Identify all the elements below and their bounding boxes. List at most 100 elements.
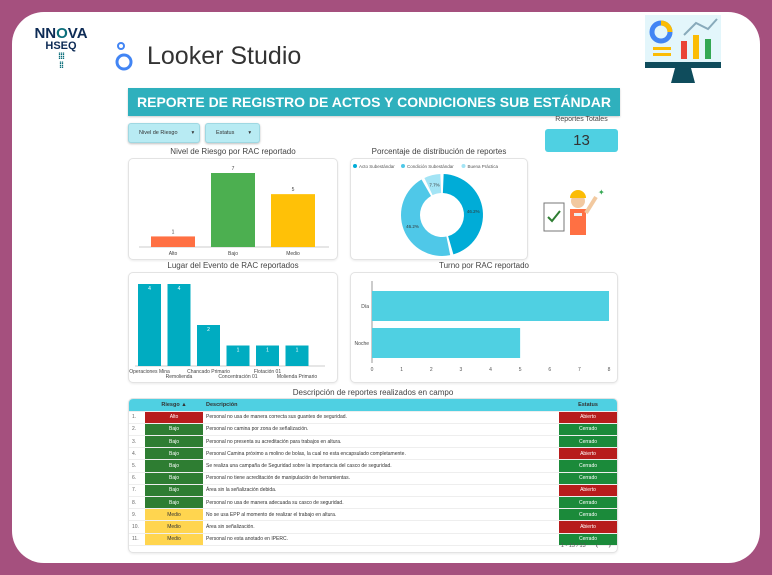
- table-row[interactable]: 10. Medio Área sin señalización. Abierto: [129, 520, 617, 534]
- description-cell: Personal no tiene acreditación de manipu…: [203, 472, 559, 485]
- x-tick-label: 3: [459, 367, 462, 373]
- bar: [256, 345, 279, 366]
- filter-nivel-riesgo[interactable]: Nivel de Riesgo ▾: [128, 123, 200, 143]
- pagination-range: 1 - 13 / 13: [560, 542, 586, 549]
- x-tick-label: Chancado Primario: [187, 369, 230, 375]
- legend-marker: [353, 164, 357, 168]
- nnova-logo: NNOVA HSEQ ⁞⁞⁞ ⁞⁞: [34, 25, 88, 70]
- dropdown-arrow-icon: ▾: [248, 130, 252, 136]
- table-row[interactable]: 11. Medio Personal no esta anotado en IP…: [129, 533, 617, 546]
- table-row[interactable]: 1. Alto Personal no usa de manera correc…: [129, 411, 617, 424]
- status-cell: Cerrado: [559, 496, 617, 510]
- risk-cell: Bajo: [145, 423, 203, 437]
- x-tick-label: 1: [400, 367, 403, 373]
- x-tick-label: Alto: [169, 251, 178, 257]
- legend-marker: [461, 164, 466, 168]
- distribution-donut-chart: Acto Subestándar Condición Subestándar Bue…: [350, 158, 528, 260]
- slice-label: 46.2%: [467, 209, 480, 214]
- next-page-icon[interactable]: ›: [608, 541, 611, 550]
- row-number: 3.: [129, 435, 145, 449]
- looker-logo-icon: [115, 42, 133, 71]
- chart-title: Porcentaje de distribución de reportes: [371, 147, 507, 156]
- dropdown-arrow-icon: ▾: [191, 130, 195, 136]
- y-tick-label: Noche: [355, 341, 370, 347]
- chart-title: Lugar del Evento de RAC reportados: [167, 261, 299, 270]
- description-cell: Personal no presenta su acreditación par…: [203, 435, 559, 449]
- risk-cell: Bajo: [145, 496, 203, 510]
- status-cell: Cerrado: [559, 533, 617, 546]
- risk-level-chart: 1 Alto 7 Bajo 5 Medio: [128, 158, 338, 260]
- table-row[interactable]: 9. Medio No se usa EPP al momento de rea…: [129, 508, 617, 522]
- description-cell: Área sin señalización.: [203, 520, 559, 534]
- kpi-total-reports: 13: [545, 129, 618, 152]
- column-header-estatus[interactable]: Estatus: [559, 399, 617, 412]
- status-cell: Cerrado: [559, 459, 617, 473]
- donut-slice: [442, 174, 483, 255]
- status-cell: Cerrado: [559, 508, 617, 522]
- x-tick-label: 4: [489, 367, 492, 373]
- row-number: 5.: [129, 459, 145, 473]
- table-row[interactable]: 2. Bajo Personal no camina por zona de s…: [129, 423, 617, 437]
- safety-worker-illustration: ✦: [543, 188, 605, 235]
- legend-label: Condición Subestándar: [407, 164, 454, 169]
- risk-cell: Medio: [145, 533, 203, 546]
- bar: [372, 328, 521, 358]
- legend-marker: [401, 164, 405, 168]
- row-number: 1.: [129, 411, 145, 424]
- bar: [167, 284, 191, 366]
- description-cell: Personal Camina próximo a molino de bola…: [203, 447, 559, 461]
- x-tick-label: Concentración 01: [218, 374, 257, 380]
- svg-text:✦: ✦: [598, 188, 605, 197]
- x-tick-label: 6: [548, 367, 551, 373]
- status-cell: Abierto: [559, 520, 617, 534]
- table-row[interactable]: 7. Bajo Área sin la señalización debida.…: [129, 484, 617, 498]
- donut-slice: [401, 179, 451, 256]
- data-label: 1: [237, 348, 240, 354]
- bar: [151, 236, 195, 247]
- column-header-riesgo[interactable]: Riesgo ▲: [145, 399, 203, 412]
- table-row[interactable]: 3. Bajo Personal no presenta su acredita…: [129, 435, 617, 449]
- legend-label: Buena Práctica: [468, 164, 499, 169]
- reports-table: Riesgo ▲ Descripción Estatus 1. Alto Per…: [128, 398, 618, 553]
- x-tick-label: 2: [430, 367, 433, 373]
- table-row[interactable]: 5. Bajo Se realiza una campaña de Seguri…: [129, 459, 617, 473]
- looker-studio-brand: Looker Studio: [115, 40, 301, 72]
- location-chart: 4 Operaciones Mina 4 Remolienda 2 Chancado Pr…: [128, 272, 338, 383]
- x-tick-label: Remolienda: [166, 374, 193, 380]
- x-tick-label: Molienda Primario: [277, 374, 318, 380]
- bar: [197, 325, 220, 366]
- data-label: 1: [296, 348, 299, 354]
- table-title: Descripción de reportes realizados en ca…: [292, 388, 454, 397]
- description-cell: Área sin la señalización debida.: [203, 484, 559, 498]
- description-cell: Se realiza una campaña de Seguridad sobr…: [203, 459, 559, 473]
- table-row[interactable]: 8. Bajo Personal no usa de manera adecua…: [129, 496, 617, 510]
- table-row[interactable]: 6. Bajo Personal no tiene acreditación d…: [129, 472, 617, 485]
- prev-page-icon[interactable]: ‹: [595, 541, 599, 550]
- row-number: 11.: [129, 533, 145, 546]
- kpi-label: Reportes Totales: [555, 116, 608, 123]
- table-row[interactable]: 4. Bajo Personal Camina próximo a molino…: [129, 447, 617, 461]
- row-number: 4.: [129, 447, 145, 461]
- report-title: REPORTE DE REGISTRO DE ACTOS Y CONDICION…: [128, 88, 620, 116]
- x-tick-label: Medio: [286, 251, 300, 257]
- filter-estatus[interactable]: Estatus ▾: [205, 123, 260, 143]
- x-tick-label: Operaciones Mina: [129, 369, 170, 375]
- column-header-descripcion[interactable]: Descripción: [203, 399, 559, 412]
- filter-label: Nivel de Riesgo: [139, 130, 178, 136]
- risk-cell: Bajo: [145, 459, 203, 473]
- risk-cell: Medio: [145, 520, 203, 534]
- status-cell: Cerrado: [559, 472, 617, 485]
- row-number: 6.: [129, 472, 145, 485]
- chart-title: Turno por RAC reportado: [439, 261, 529, 270]
- bar: [372, 291, 609, 321]
- row-number: 9.: [129, 508, 145, 522]
- risk-cell: Bajo: [145, 472, 203, 485]
- status-cell: Cerrado: [559, 423, 617, 437]
- legend-label: Acto Subestándar: [359, 164, 395, 169]
- data-label: 5: [292, 187, 295, 193]
- x-tick-label: 5: [519, 367, 522, 373]
- donut-slice: [424, 174, 442, 196]
- data-label: 2: [207, 327, 210, 333]
- status-cell: Cerrado: [559, 435, 617, 449]
- status-cell: Abierto: [559, 484, 617, 498]
